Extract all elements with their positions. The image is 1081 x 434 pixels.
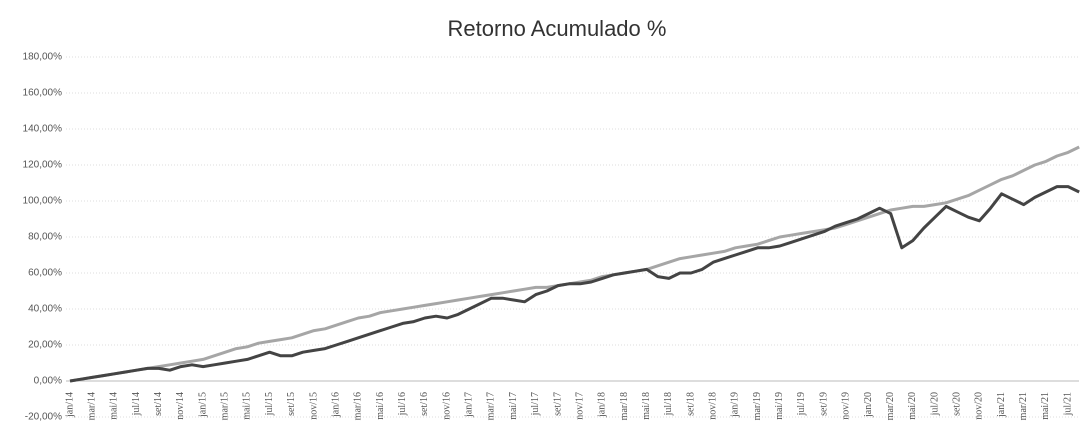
x-tick-label: mar/21 — [1018, 392, 1029, 420]
x-tick-label: jan/17 — [464, 392, 475, 418]
y-tick-label: 120,00% — [23, 160, 63, 171]
series-line — [69, 145, 1080, 383]
x-tick-label: jan/14 — [64, 392, 75, 418]
x-tick-label: mar/15 — [220, 392, 231, 420]
y-tick-label: 100,00% — [23, 196, 63, 207]
chart-title: Retorno Acumulado % — [448, 16, 667, 41]
x-tick-label: mai/21 — [1040, 392, 1051, 420]
series-line — [69, 185, 1080, 383]
x-tick-label: mar/18 — [619, 392, 630, 420]
x-tick-label: set/17 — [552, 392, 563, 416]
y-tick-label: 80,00% — [28, 232, 62, 243]
x-tick-label: set/14 — [153, 392, 164, 416]
y-tick-label: 0,00% — [34, 376, 62, 387]
x-tick-label: nov/15 — [308, 392, 319, 420]
y-tick-label: 20,00% — [28, 340, 62, 351]
x-tick-label: mar/14 — [86, 392, 97, 420]
x-tick-label: jan/18 — [597, 392, 608, 418]
y-tick-label: -20,00% — [25, 412, 62, 423]
x-tick-label: jan/20 — [863, 392, 874, 418]
x-tick-label: nov/16 — [441, 392, 452, 420]
x-tick-label: jan/15 — [197, 392, 208, 418]
x-tick-label: nov/20 — [974, 392, 985, 420]
x-tick-label: jan/16 — [330, 392, 341, 418]
y-tick-label: 160,00% — [23, 88, 63, 99]
y-tick-label: 140,00% — [23, 124, 63, 135]
x-tick-label: set/16 — [419, 392, 430, 416]
y-tick-label: 40,00% — [28, 304, 62, 315]
x-tick-label: mar/16 — [353, 392, 364, 420]
x-tick-label: jul/19 — [796, 392, 807, 416]
x-tick-label: mai/16 — [375, 392, 386, 420]
x-tick-label: nov/14 — [175, 392, 186, 420]
x-tick-label: jul/18 — [663, 392, 674, 416]
x-tick-label: jan/21 — [996, 392, 1007, 418]
x-tick-label: set/15 — [286, 392, 297, 416]
x-tick-label: jan/19 — [730, 392, 741, 418]
x-tick-label: set/19 — [818, 392, 829, 416]
x-tick-label: mai/15 — [242, 392, 253, 420]
x-tick-label: mar/20 — [885, 392, 896, 420]
x-tick-label: set/20 — [951, 392, 962, 416]
x-tick-label: nov/18 — [708, 392, 719, 420]
x-tick-label: mai/14 — [109, 392, 120, 420]
x-tick-label: mai/17 — [508, 392, 519, 420]
x-tick-label: jul/21 — [1062, 392, 1073, 416]
x-tick-label: nov/19 — [841, 392, 852, 420]
x-tick-label: mar/17 — [486, 392, 497, 420]
x-tick-label: nov/17 — [574, 392, 585, 420]
x-tick-label: jul/14 — [131, 392, 142, 416]
x-tick-label: mai/19 — [774, 392, 785, 420]
x-tick-label: jul/17 — [530, 392, 541, 416]
x-tick-label: mar/19 — [752, 392, 763, 420]
x-tick-label: jul/15 — [264, 392, 275, 416]
y-tick-label: 180,00% — [23, 52, 63, 63]
x-tick-label: jul/20 — [929, 392, 940, 416]
y-tick-label: 60,00% — [28, 268, 62, 279]
x-tick-label: set/18 — [685, 392, 696, 416]
x-tick-label: mai/18 — [641, 392, 652, 420]
x-tick-label: mai/20 — [907, 392, 918, 420]
x-tick-label: jul/16 — [397, 392, 408, 416]
